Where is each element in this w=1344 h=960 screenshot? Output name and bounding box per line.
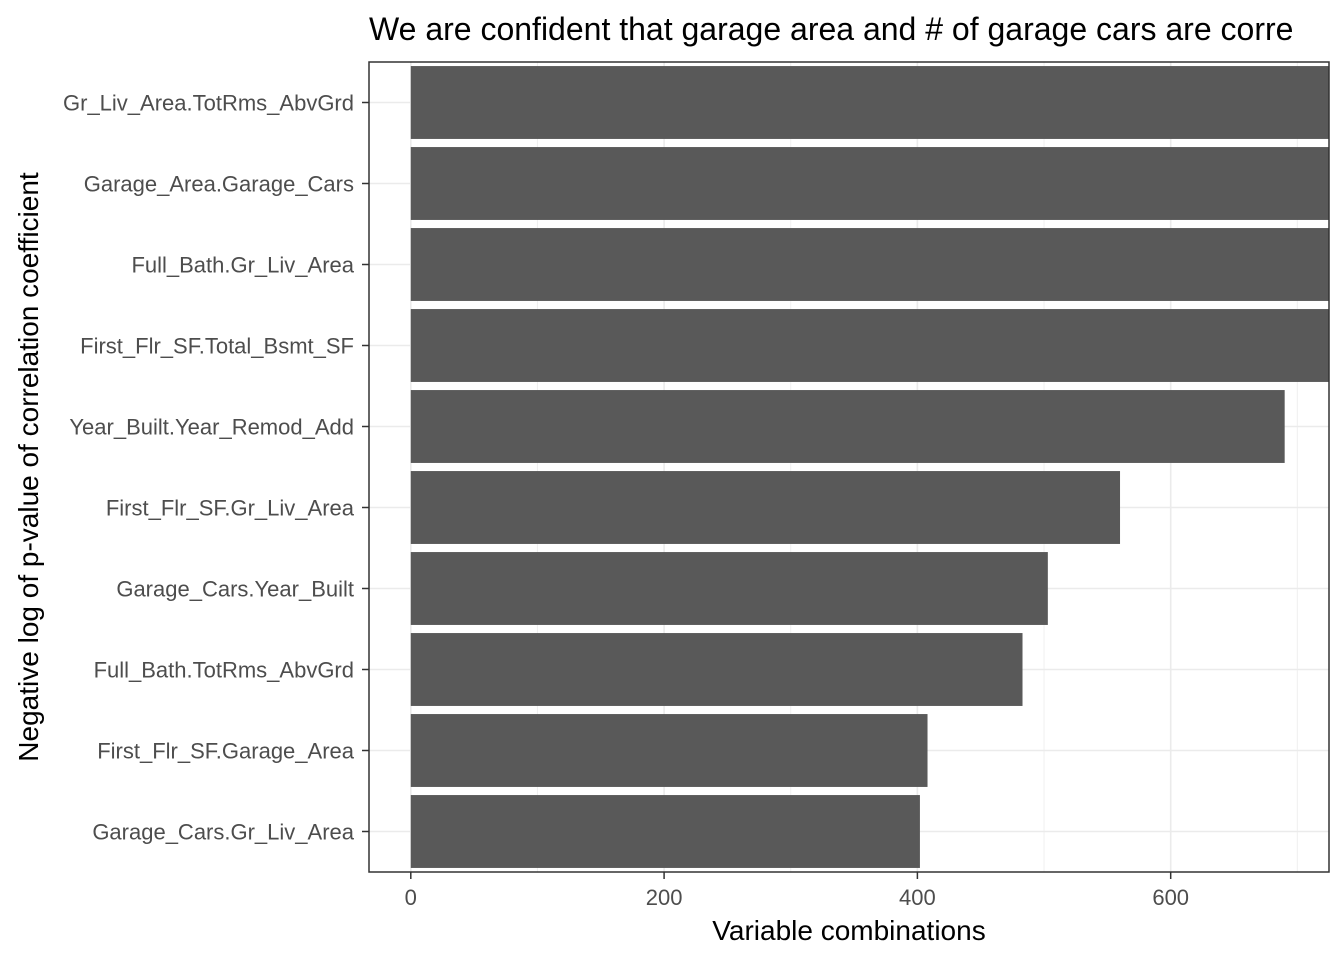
chart-title: We are confident that garage area and # … — [369, 11, 1293, 47]
x-tick-label: 200 — [646, 885, 683, 910]
x-axis: 0 200 400 600 — [405, 872, 1189, 910]
x-tick-label: 400 — [899, 885, 936, 910]
x-tick-label: 0 — [405, 885, 417, 910]
bar — [410, 552, 1048, 625]
bar — [410, 471, 1121, 544]
y-tick-label: Garage_Area.Garage_Cars — [84, 172, 354, 197]
bar — [410, 633, 1023, 706]
y-tick-label: First_Flr_SF.Gr_Liv_Area — [106, 496, 355, 521]
y-tick-label: Garage_Cars.Year_Built — [116, 577, 354, 602]
y-tick-label: First_Flr_SF.Total_Bsmt_SF — [80, 334, 354, 359]
panel-border — [368, 61, 1330, 873]
y-tick-label: Year_Built.Year_Remod_Add — [69, 415, 354, 440]
x-axis-label: Variable combinations — [712, 915, 985, 946]
bar — [410, 714, 928, 787]
y-tick-label: Gr_Liv_Area.TotRms_AbvGrd — [63, 91, 354, 116]
bar — [410, 390, 1285, 463]
y-tick-label: Full_Bath.Gr_Liv_Area — [131, 253, 354, 278]
y-tick-label: First_Flr_SF.Garage_Area — [97, 739, 355, 764]
y-axis-label: Negative log of p-value of correlation c… — [13, 172, 44, 762]
y-axis: Gr_Liv_Area.TotRms_AbvGrd Garage_Area.Gar… — [63, 91, 369, 845]
y-tick-label: Full_Bath.TotRms_AbvGrd — [94, 658, 354, 683]
x-tick-label: 600 — [1152, 885, 1189, 910]
bar — [410, 309, 1329, 382]
bar — [410, 795, 920, 868]
bar — [410, 147, 1329, 220]
bar — [410, 228, 1329, 301]
bar — [410, 66, 1329, 139]
y-tick-label: Garage_Cars.Gr_Liv_Area — [92, 820, 354, 845]
bars — [410, 66, 1329, 868]
